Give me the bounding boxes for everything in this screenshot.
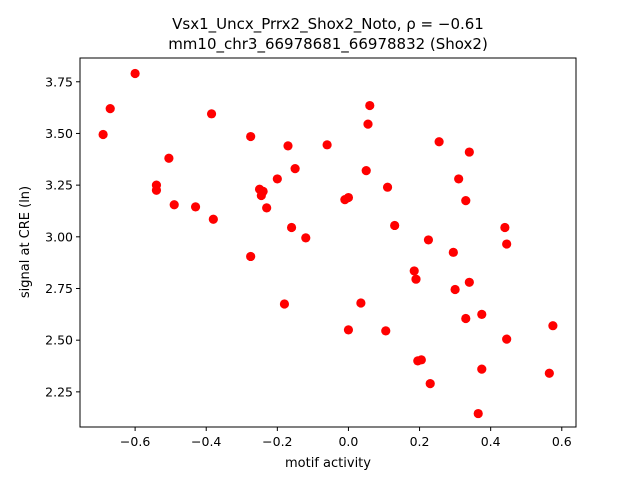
data-point-0 [98,129,108,140]
data-point-48 [477,309,487,319]
data-point-20 [279,299,290,309]
y-axis-label: signal at CRE (ln) [18,186,33,298]
data-point-49 [477,364,487,374]
data-point-50 [500,222,510,233]
data-point-21 [301,233,311,243]
data-point-51 [502,239,512,249]
data-point-14 [258,186,268,196]
data-point-26 [356,298,366,308]
data-point-11 [246,251,256,262]
data-point-10 [246,131,256,142]
chart-title-line1: Vsx1_Uncx_Prrx2_Shox2_Noto, ρ = −0.61 [172,15,484,34]
data-point-25 [343,325,354,335]
data-point-19 [290,164,300,174]
y-axis-ticks: 2.25 2.50 2.75 3.00 3.25 3.50 3.75 [45,74,80,399]
data-point-29 [365,100,375,111]
plot-frame [79,57,577,428]
y-tick-label: 3.25 [45,178,73,193]
data-point-34 [411,274,421,284]
chart-title-line2: mm10_chr3_66978681_66978832 (Shox2) [168,35,488,54]
data-point-54 [548,321,558,331]
data-point-9 [208,214,218,224]
data-point-33 [409,266,419,276]
data-point-46 [464,277,474,287]
data-point-36 [416,355,426,365]
data-point-38 [425,378,435,389]
x-axis-label: motif activity [285,456,371,471]
y-tick-label: 3.75 [45,74,73,89]
data-point-52 [502,334,512,344]
data-point-27 [361,166,371,176]
data-point-41 [450,284,460,295]
data-point-37 [423,235,434,245]
data-point-31 [382,182,393,192]
x-tick-label: −0.6 [120,434,150,449]
y-tick-label: 3.50 [45,126,73,141]
data-point-3 [164,153,174,163]
y-tick-label: 3.00 [45,229,73,244]
data-point-24 [343,192,354,203]
data-point-2 [130,68,140,79]
data-point-16 [272,174,282,184]
data-point-53 [544,368,554,378]
data-point-45 [464,147,474,157]
data-point-32 [390,220,400,231]
x-axis-ticks: −0.6 −0.4 −0.2 0.0 0.2 0.4 0.6 [120,427,572,449]
y-tick-label: 2.50 [45,333,73,348]
data-point-43 [461,313,471,324]
data-point-6 [169,200,179,210]
x-tick-label: 0.4 [481,434,501,449]
x-tick-label: 0.2 [410,434,430,449]
data-point-7 [190,202,201,212]
data-point-39 [434,137,444,147]
y-tick-label: 2.25 [45,384,73,399]
x-tick-label: −0.2 [262,434,292,449]
data-point-44 [461,196,471,206]
data-point-22 [322,140,332,150]
data-point-5 [151,185,162,195]
x-tick-label: −0.4 [191,434,221,449]
data-point-1 [105,104,115,114]
x-tick-label: 0.6 [552,434,572,449]
data-point-42 [454,174,464,184]
y-tick-label: 2.75 [45,281,73,296]
data-point-47 [473,408,483,419]
data-point-15 [262,203,272,213]
data-point-28 [363,119,373,129]
points-layer [98,68,558,419]
data-point-17 [283,141,293,151]
data-point-30 [381,326,391,336]
data-point-40 [448,247,458,257]
data-point-8 [206,109,217,119]
data-point-18 [286,222,297,233]
x-tick-label: 0.0 [338,434,358,449]
